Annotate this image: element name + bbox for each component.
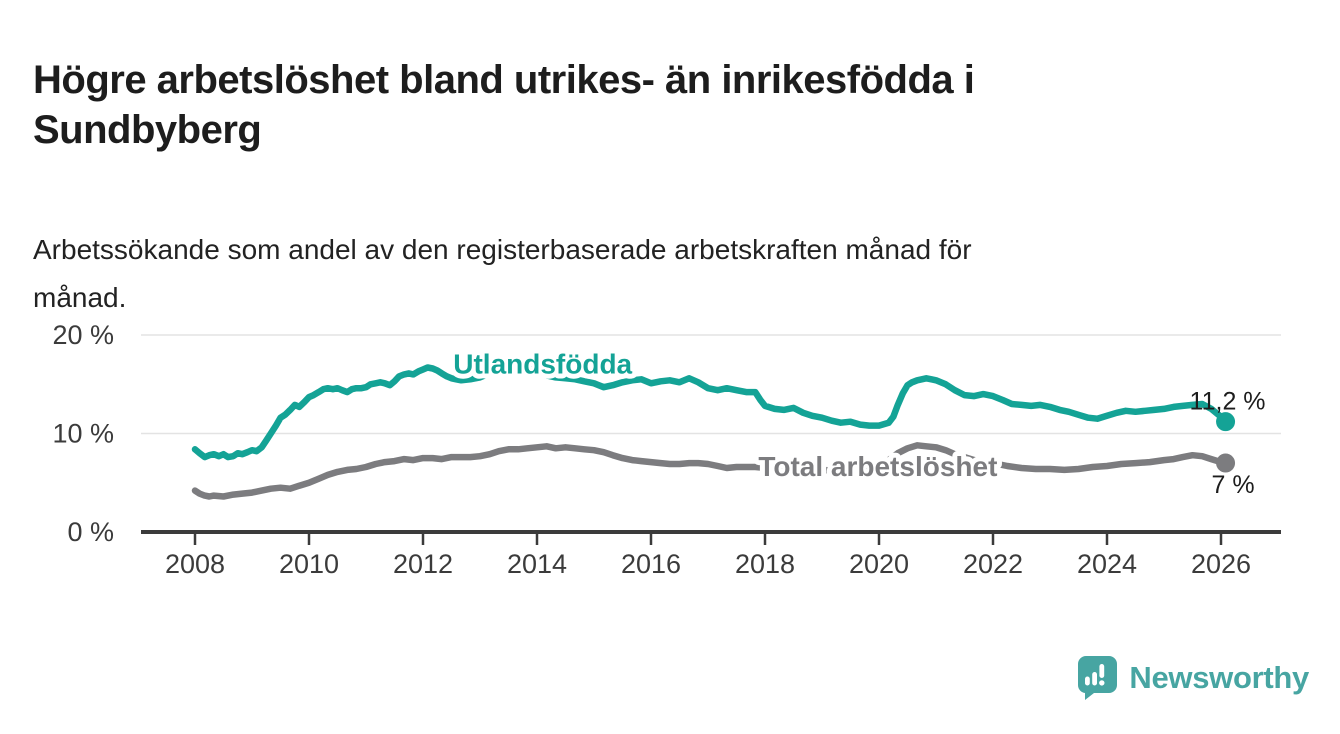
series-end-value-label: 7 %: [1212, 471, 1255, 499]
chart-subtitle-line2: månad.: [33, 282, 127, 313]
series-end-dot: [1216, 412, 1236, 432]
x-axis-tick-label: 2020: [849, 549, 909, 579]
x-axis-tick-label: 2024: [1077, 549, 1137, 579]
page-title: Högre arbetslöshet bland utrikes- än inr…: [33, 55, 1313, 155]
series-inline-label: Total arbetslöshet: [758, 451, 997, 482]
x-axis-tick-label: 2014: [507, 549, 567, 579]
x-axis-tick-label: 2016: [621, 549, 681, 579]
series-line-total-arbetslöshet: [191, 442, 1229, 500]
y-axis-tick-label: 0 %: [67, 517, 114, 547]
series-inline-label: Utlandsfödda: [453, 348, 632, 379]
x-axis-tick-label: 2012: [393, 549, 453, 579]
x-axis-tick-label: 2008: [165, 549, 225, 579]
series-end-dot: [1216, 453, 1236, 473]
x-axis-tick-label: 2022: [963, 549, 1023, 579]
newsworthy-logo: Newsworthy: [1077, 655, 1309, 700]
y-axis-tick-label: 10 %: [52, 419, 114, 449]
series-end-value-label: 11,2 %: [1190, 388, 1266, 416]
speech-bubble-bar-chart-icon: [1078, 656, 1118, 700]
chart-subtitle-line1: Arbetssökande som andel av den registerb…: [33, 234, 972, 265]
series-line-utlandsfödda: [191, 360, 1229, 461]
y-axis-tick-label: 20 %: [52, 320, 114, 350]
x-axis-tick-label: 2026: [1191, 549, 1251, 579]
x-axis-tick-label: 2010: [279, 549, 339, 579]
page-title-line2: Sundbyberg: [33, 107, 262, 152]
brand-name: Newsworthy: [1129, 659, 1309, 695]
x-axis-tick-label: 2018: [735, 549, 795, 579]
page-title-line1: Högre arbetslöshet bland utrikes- än inr…: [33, 57, 975, 102]
chart-subtitle: Arbetssökande som andel av den registerb…: [33, 226, 1313, 322]
